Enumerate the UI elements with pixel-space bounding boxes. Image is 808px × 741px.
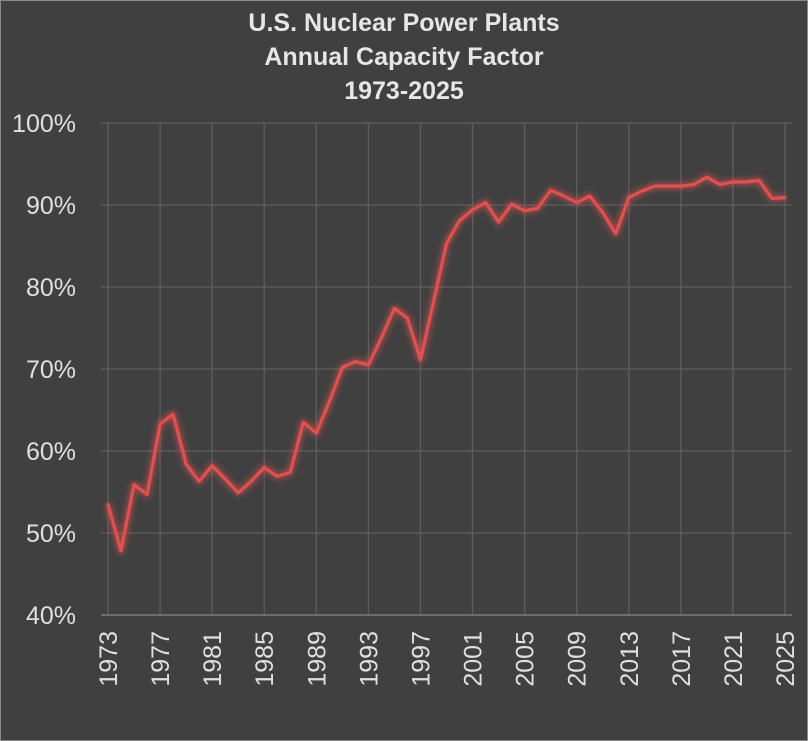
x-tick-label: 2009 [564,631,592,687]
data-point [184,462,188,466]
data-point [314,431,318,435]
data-point [275,475,279,478]
y-axis-ticks: 40% 50% 60% 70% 80% 90% 100% [12,110,76,630]
data-point [210,464,214,468]
data-point [119,549,123,553]
data-point [171,412,175,416]
data-point [666,184,670,188]
chart-title-line-1: U.S. Nuclear Power Plants [248,9,560,37]
data-point [744,180,748,184]
data-point [132,483,136,487]
data-point [106,502,110,506]
data-point [510,202,513,206]
data-point [340,365,344,369]
chart-title: U.S. Nuclear Power Plants Annual Capacit… [0,6,808,108]
data-point [731,180,735,184]
series-lines [104,173,787,555]
data-point [353,360,357,364]
data-point [770,197,774,200]
data-point [705,175,709,179]
x-tick-label: 1985 [251,631,279,687]
data-point [614,232,618,236]
data-point [262,466,266,469]
data-point [236,491,240,495]
data-point [523,209,527,213]
data-point [419,358,422,362]
x-tick-label: 2001 [460,631,488,687]
data-point [601,210,605,214]
data-point [301,420,305,424]
x-tick-label: 2017 [668,631,696,687]
data-point [288,470,292,474]
data-point [484,201,487,204]
chart-title-line-2: Annual Capacity Factor [264,43,544,71]
data-point [445,242,448,245]
x-axis-ticks: 1973 1977 1981 1985 1989 1993 1997 2001 2005 2009… [95,631,800,687]
data-point [471,208,474,212]
x-tick-label: 2025 [772,631,800,687]
series-line-glow [104,173,786,555]
data-point [679,184,683,188]
x-tick-label: 2021 [720,631,748,687]
data-point [562,194,566,198]
data-point [575,201,579,204]
series-line [106,175,787,553]
data-point [249,479,253,483]
data-point [692,183,696,186]
y-tick-label: 70% [26,356,76,384]
y-tick-label: 60% [26,438,76,466]
data-point [145,493,149,496]
data-point [458,219,461,222]
y-tick-label: 80% [26,274,76,302]
data-point [549,188,553,192]
chart-title-line-3: 1973-2025 [344,77,464,105]
x-tick-label: 2005 [512,631,540,687]
x-tick-label: 2013 [616,631,644,687]
data-point [783,196,787,200]
x-tick-label: 1997 [407,631,435,687]
data-point [757,179,761,182]
data-point [158,422,162,426]
data-point [223,477,227,481]
data-point [536,206,540,210]
x-tick-label: 1993 [355,631,383,687]
gridlines [101,122,792,616]
y-tick-label: 100% [12,110,76,138]
data-point [627,196,631,200]
data-point [653,184,657,188]
data-point [406,316,409,320]
data-point [497,220,500,224]
data-point [197,479,201,483]
x-tick-label: 1973 [95,631,123,687]
data-point [327,400,331,404]
x-tick-label: 1977 [147,631,175,687]
x-tick-label: 1989 [303,631,331,687]
data-point [432,300,435,304]
y-tick-label: 50% [26,520,76,548]
data-point [640,189,644,193]
y-tick-label: 40% [26,602,76,630]
data-point [366,363,370,367]
data-point [380,336,383,340]
x-tick-label: 1981 [199,631,227,687]
data-point [718,183,722,186]
y-tick-label: 90% [26,192,76,220]
data-point [588,194,592,198]
data-point [393,306,396,310]
